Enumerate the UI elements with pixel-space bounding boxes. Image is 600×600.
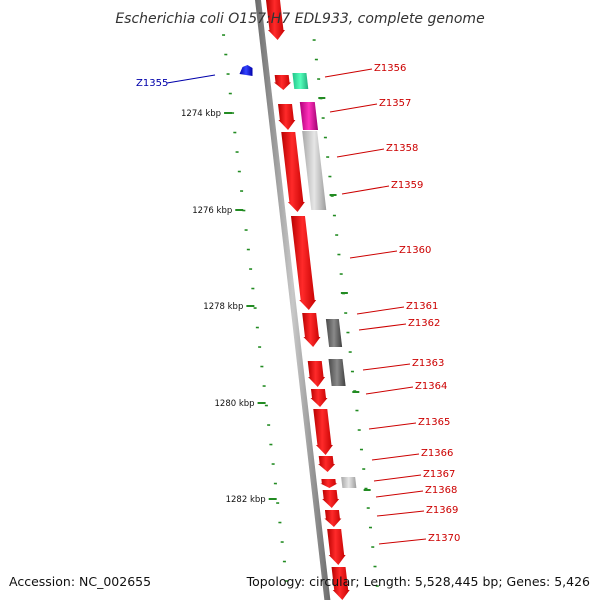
map-title: Escherichia coli O157:H7 EDL933, complet… [115, 11, 484, 27]
label-leader-line [365, 386, 414, 395]
scale-label: 1280 kbp [215, 399, 255, 409]
gene-arrow [290, 216, 317, 310]
gene-arrow [318, 456, 336, 472]
gene-block [328, 359, 346, 386]
gene-block-blue [239, 65, 253, 76]
gene-arrow [278, 104, 296, 130]
gene-arrow [320, 479, 338, 488]
label-leader-line [356, 306, 405, 315]
label-leader-line [341, 185, 390, 195]
label-leader-line [324, 68, 373, 78]
label-leader-line [368, 422, 417, 430]
gene-label-z1364[interactable]: Z1364 [415, 381, 447, 392]
gene-block [292, 73, 309, 89]
label-leader-line [373, 474, 422, 482]
scale-label: 1278 kbp [203, 302, 243, 312]
label-leader-line [349, 250, 398, 259]
label-leaders [166, 68, 427, 545]
gene-arrow [302, 313, 321, 347]
gene-arrow [281, 132, 305, 212]
gene-label-z1358[interactable]: Z1358 [386, 143, 418, 154]
gene-block [302, 131, 327, 210]
accession-text: Accession: NC_002655 [9, 574, 151, 589]
gene-arrow [310, 389, 328, 407]
gene-label-z1360[interactable]: Z1360 [399, 245, 431, 256]
gene-label-z1355[interactable]: Z1355 [136, 78, 168, 89]
gene-label-z1361[interactable]: Z1361 [406, 301, 438, 312]
scale-label: 1276 kbp [192, 206, 232, 216]
label-leader-line [166, 74, 216, 84]
gene-arrow [266, 0, 285, 40]
scale-labels: 1274 kbp 1276 kbp 1278 kbp 1280 kbp 1282 kbp [181, 109, 266, 505]
gene-label-z1368[interactable]: Z1368 [425, 485, 457, 496]
gene-block [341, 477, 357, 488]
gene-label-z1366[interactable]: Z1366 [421, 448, 453, 459]
gene-label-z1367[interactable]: Z1367 [423, 469, 455, 480]
label-leader-line [378, 538, 427, 545]
gene-labels: Z1356 Z1357 Z1358 Z1359 Z1360 Z1361 Z1362 Z1363… [136, 63, 460, 544]
gene-features [239, 0, 357, 600]
genome-summary-text: Topology: circular; Length: 5,528,445 bp… [246, 574, 590, 589]
label-leader-line [376, 510, 425, 517]
genome-backbone-line [255, 0, 331, 600]
gene-arrow [313, 409, 333, 455]
gene-arrow [307, 361, 326, 387]
gene-block [299, 102, 319, 130]
label-leader-line [375, 490, 424, 498]
gene-label-z1357[interactable]: Z1357 [379, 98, 411, 109]
gene-label-z1365[interactable]: Z1365 [418, 417, 450, 428]
label-leader-line [371, 453, 420, 461]
label-leader-line [329, 103, 378, 113]
gene-arrow [324, 510, 342, 527]
gene-label-z1359[interactable]: Z1359 [391, 180, 423, 191]
gene-label-z1362[interactable]: Z1362 [408, 318, 440, 329]
label-leader-line [362, 363, 411, 371]
gene-arrow [327, 529, 346, 565]
gene-arrow [322, 490, 340, 508]
scale-label: 1282 kbp [226, 495, 266, 505]
gene-label-z1356[interactable]: Z1356 [374, 63, 406, 74]
gene-label-z1369[interactable]: Z1369 [426, 505, 458, 516]
gene-arrow [331, 567, 350, 600]
label-leader-line [336, 148, 385, 158]
gene-label-z1370[interactable]: Z1370 [428, 533, 460, 544]
label-leader-line [358, 323, 407, 331]
gene-arrow [274, 75, 292, 90]
tick-marks [222, 34, 379, 587]
scale-label: 1274 kbp [181, 109, 221, 119]
gene-block [325, 319, 343, 347]
gene-label-z1363[interactable]: Z1363 [412, 358, 444, 369]
backbone [255, 0, 331, 600]
